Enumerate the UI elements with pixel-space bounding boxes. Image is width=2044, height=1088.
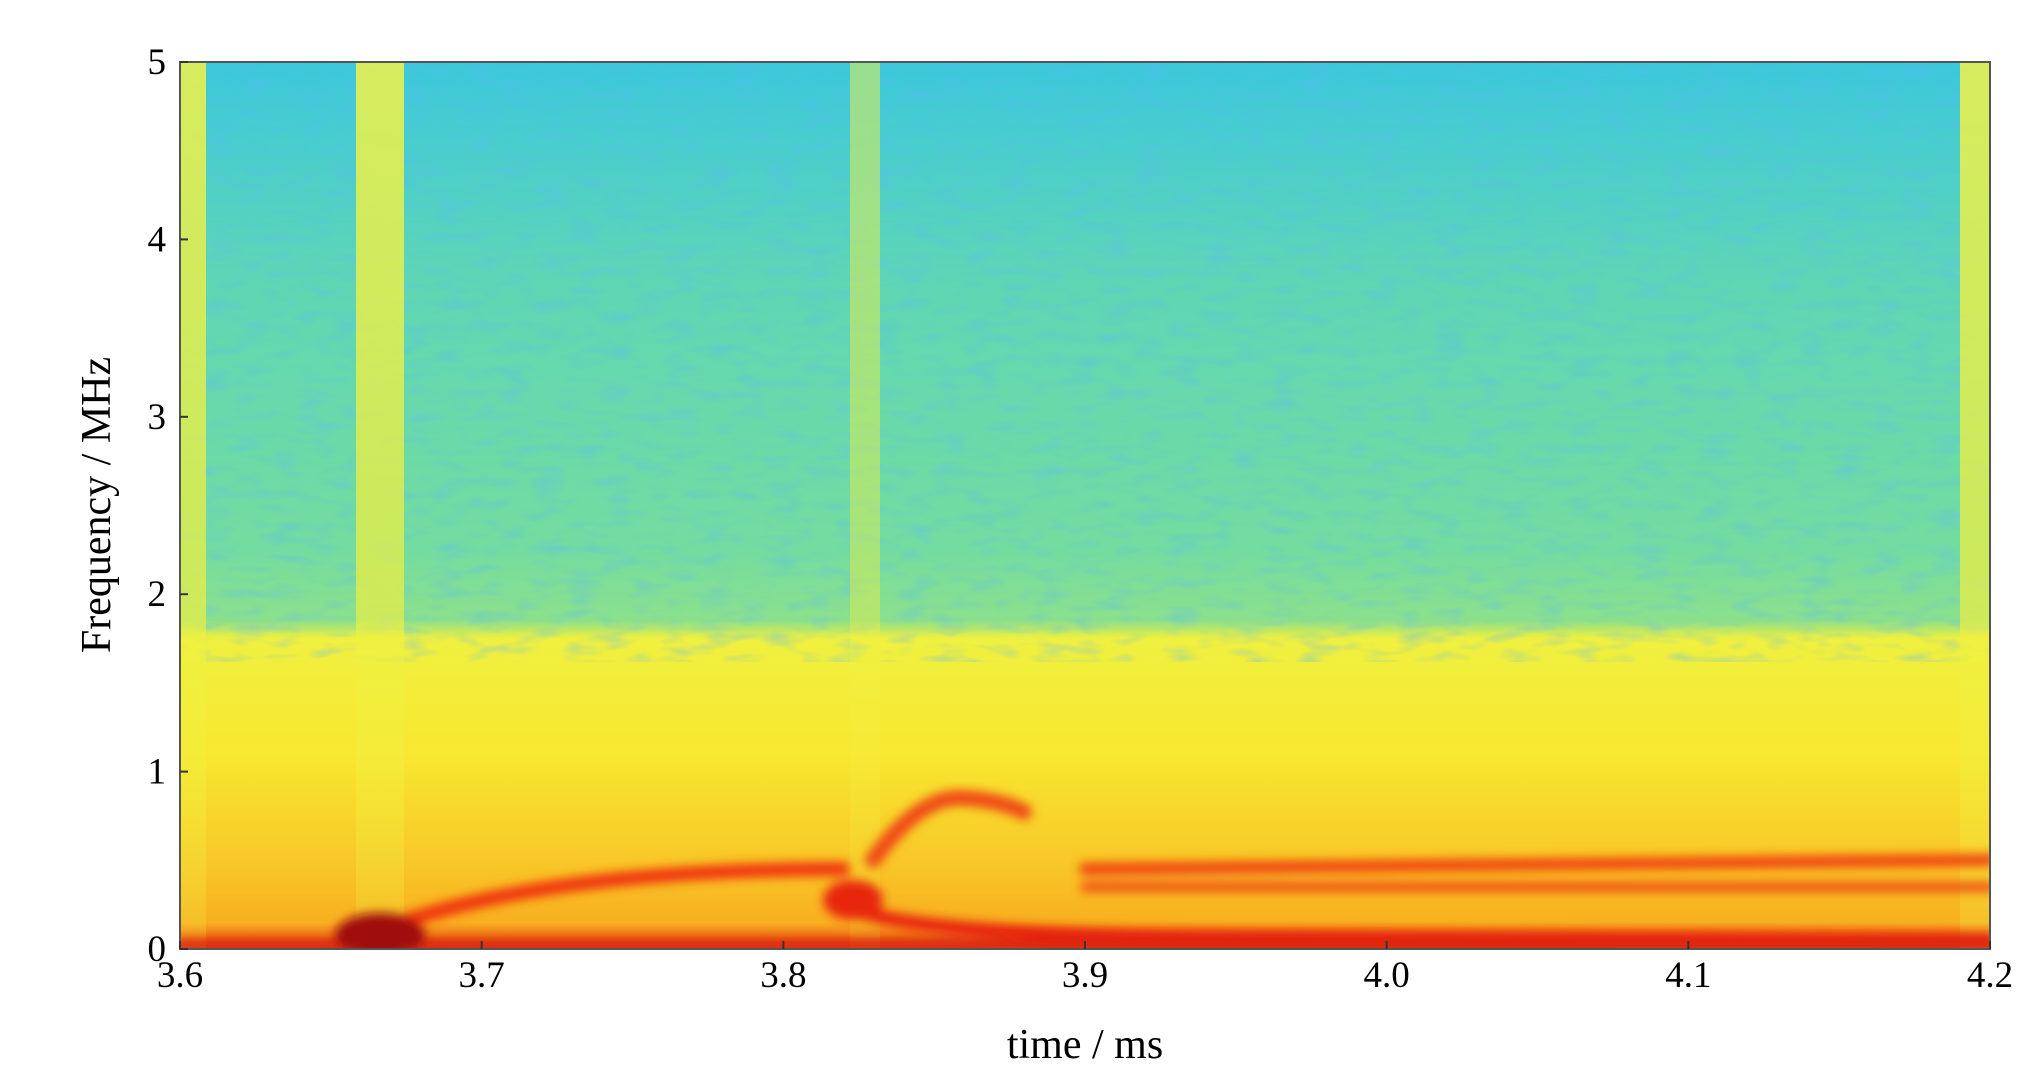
- x-tick-label: 3.9: [1062, 955, 1108, 996]
- x-tick-label: 3.7: [459, 955, 505, 996]
- y-tick-label: 5: [148, 42, 167, 83]
- spectrogram-image: [180, 62, 1990, 949]
- y-tick-label: 0: [148, 929, 167, 970]
- x-tick-label: 3.8: [760, 955, 806, 996]
- y-tick-label: 1: [148, 752, 167, 793]
- x-tick-label: 4.1: [1665, 955, 1711, 996]
- y-tick-label: 4: [148, 219, 167, 260]
- x-tick-label: 3.6: [157, 955, 203, 996]
- y-tick-label: 2: [148, 574, 167, 615]
- y-axis-title: Frequency / MHz: [74, 357, 120, 653]
- x-tick-label: 4.2: [1967, 955, 2013, 996]
- x-tick-label: 4.0: [1364, 955, 1410, 996]
- x-axis-title: time / ms: [1007, 1022, 1163, 1068]
- y-tick-label: 3: [148, 397, 167, 438]
